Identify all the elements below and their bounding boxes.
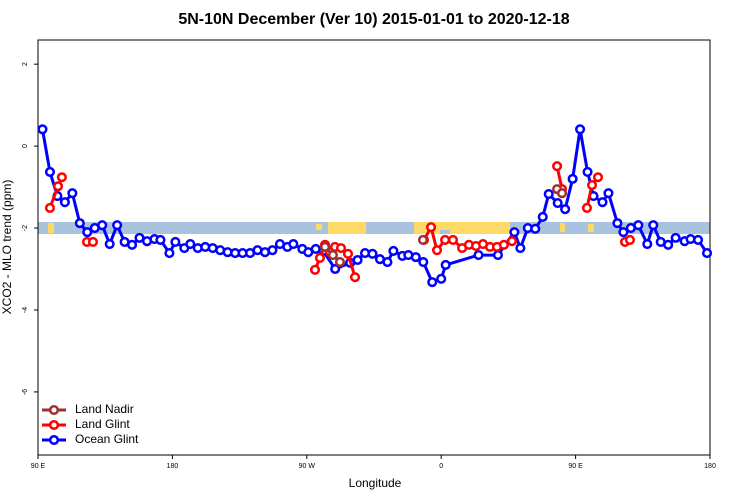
data-point — [309, 264, 321, 275]
data-point — [382, 256, 393, 268]
y-tick-label: 0 — [22, 144, 29, 148]
data-point — [97, 220, 108, 231]
data-point — [427, 277, 438, 288]
data-point — [431, 245, 443, 256]
data-point — [164, 247, 175, 259]
data-point — [567, 173, 578, 184]
data-point — [543, 188, 554, 200]
legend-label: Land Nadir — [75, 402, 134, 416]
data-point — [440, 234, 451, 245]
data-point — [582, 166, 593, 177]
data-point — [74, 218, 85, 229]
data-point — [509, 227, 520, 238]
data-point — [492, 250, 503, 261]
data-point — [642, 238, 653, 250]
data-point — [624, 234, 636, 245]
x-tick-label: 0 — [439, 463, 443, 470]
data-point — [436, 273, 447, 284]
data-point — [498, 239, 509, 250]
y-tick-label: 2 — [22, 62, 29, 66]
data-point — [410, 252, 421, 263]
data-point — [586, 179, 598, 191]
data-point — [367, 248, 378, 259]
y-tick-label: -6 — [22, 389, 29, 395]
data-point — [530, 223, 541, 234]
y-tick-label: -4 — [22, 307, 29, 313]
x-tick-label: 180 — [167, 463, 179, 470]
data-point — [417, 234, 429, 245]
legend-label: Land Glint — [75, 417, 130, 431]
data-point — [560, 204, 571, 215]
data-point — [552, 161, 563, 172]
data-point — [319, 241, 331, 252]
data-point — [82, 227, 93, 238]
data-point — [552, 198, 563, 209]
map-stripe — [38, 222, 710, 234]
data-point — [603, 188, 614, 199]
data-point — [575, 124, 586, 135]
data-point — [314, 252, 325, 263]
data-point — [327, 250, 338, 261]
legend-label: Ocean Glint — [75, 432, 139, 446]
data-point — [597, 197, 608, 208]
data-point — [155, 234, 166, 245]
x-tick-label: 90 E — [568, 463, 583, 470]
data-point — [506, 236, 518, 247]
data-point — [37, 124, 48, 135]
data-point — [592, 172, 604, 183]
series-line — [41, 127, 709, 284]
data-point — [52, 181, 64, 192]
data-point — [44, 202, 55, 214]
data-point — [612, 218, 623, 229]
data-point — [388, 245, 399, 257]
data-point — [663, 239, 674, 250]
chart-title: 5N-10N December (Ver 10) 2015-01-01 to 2… — [178, 11, 569, 28]
data-point — [447, 234, 459, 245]
data-point — [425, 222, 437, 233]
data-point — [633, 220, 644, 231]
data-point — [330, 263, 341, 275]
legend-marker — [48, 419, 60, 431]
data-point — [556, 188, 568, 199]
data-point — [67, 188, 78, 199]
x-axis-label: Longitude — [349, 476, 402, 490]
data-point — [288, 238, 299, 250]
data-point — [670, 232, 681, 243]
data-point — [473, 250, 484, 261]
data-point — [352, 254, 363, 266]
plot-frame — [37, 39, 711, 456]
x-tick-label: 180 — [704, 463, 716, 470]
data-point — [581, 202, 592, 214]
legend-marker — [48, 404, 60, 416]
data-point — [170, 236, 181, 248]
y-axis-label: XCO2 - MLO trend (ppm) — [0, 180, 14, 315]
x-tick-label: 90 E — [31, 463, 46, 470]
legend-marker — [48, 434, 60, 446]
data-point — [440, 259, 451, 270]
data-point — [618, 227, 629, 238]
data-point — [44, 166, 55, 177]
data-point — [267, 245, 278, 256]
data-point — [334, 256, 346, 268]
data-point — [537, 211, 548, 223]
data-point — [701, 247, 713, 259]
data-point — [185, 238, 196, 250]
data-point — [104, 238, 115, 250]
data-point — [418, 256, 429, 268]
data-point — [59, 197, 70, 208]
data-point — [342, 248, 354, 259]
data-point — [648, 220, 659, 231]
data-point — [693, 234, 704, 245]
data-point — [335, 243, 347, 254]
data-point — [87, 236, 99, 248]
data-point — [515, 243, 526, 254]
y-tick-label: -2 — [22, 225, 29, 231]
data-point — [127, 239, 138, 250]
data-point — [349, 272, 361, 283]
data-point — [56, 172, 67, 183]
data-point — [112, 220, 123, 231]
x-tick-label: 90 W — [299, 463, 316, 470]
